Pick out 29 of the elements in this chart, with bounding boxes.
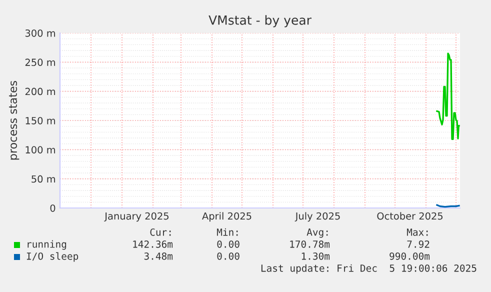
- text: 7.92: [407, 240, 430, 248]
- y-tick-label: 250 m: [25, 58, 56, 66]
- legend-label: I/O sleep: [26, 252, 78, 262]
- text: 170.78m: [290, 240, 330, 248]
- text: 1.30m: [302, 252, 330, 260]
- text: Last update: Fri Dec 5 19:00:06 2025: [261, 264, 476, 274]
- text: 0.00: [217, 240, 240, 248]
- y-tick-label: 150 m: [26, 116, 56, 124]
- y-tick-label: 50 m: [32, 175, 56, 183]
- line-series: [436, 52, 460, 140]
- text: Min:: [216, 228, 238, 236]
- text: 3.48m: [144, 252, 173, 260]
- x-tick-label: October 2025: [377, 212, 443, 220]
- text: Avg:: [306, 228, 328, 238]
- text: Max:: [406, 228, 428, 236]
- y-axis-title: process states: [9, 80, 20, 160]
- x-tick-label: April 2025: [202, 212, 252, 222]
- legend-label: running: [28, 240, 66, 250]
- y-tick-label: 100 m: [26, 146, 56, 154]
- chart-title: VMstat - by year: [208, 15, 312, 28]
- text: Cur:: [150, 228, 171, 236]
- y-tick-label: 300 m: [25, 29, 56, 37]
- y-tick-label: 200 m: [25, 88, 56, 96]
- text: 0.00: [217, 252, 240, 260]
- text: 990.00m: [390, 252, 430, 260]
- x-tick-label: January 2025: [104, 212, 168, 222]
- y-tick-label: 0: [50, 204, 56, 212]
- text: 142.36m: [133, 240, 173, 248]
- x-tick-label: July 2025: [294, 212, 340, 222]
